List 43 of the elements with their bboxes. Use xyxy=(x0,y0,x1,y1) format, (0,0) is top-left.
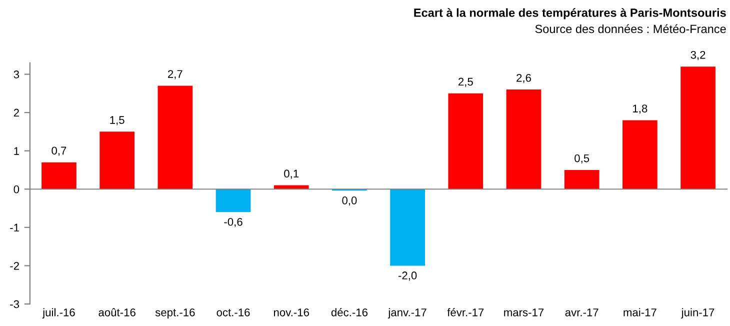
bar xyxy=(158,86,193,190)
data-label: 0,1 xyxy=(284,170,299,179)
chart-subtitle: Source des données : Météo-France xyxy=(535,24,726,34)
data-label: 2,6 xyxy=(516,74,531,84)
bar xyxy=(100,132,135,190)
x-tick-label: déc.-16 xyxy=(331,308,368,316)
bar xyxy=(390,189,425,266)
x-tick-label: juil.-16 xyxy=(42,308,75,319)
x-tick-label: août-16 xyxy=(98,308,136,316)
x-tick-label: sept.-16 xyxy=(155,308,195,319)
y-tick-label: 1 xyxy=(14,147,19,155)
bar xyxy=(448,93,484,190)
bar xyxy=(680,66,716,190)
data-label: 0,7 xyxy=(52,146,66,156)
x-tick-label: juin-17 xyxy=(681,308,714,319)
bar xyxy=(42,162,76,190)
x-tick-label: avr.-17 xyxy=(565,308,598,316)
y-tick-label: -2 xyxy=(10,262,19,270)
bar xyxy=(506,90,542,190)
y-tick-label: 0 xyxy=(14,185,20,194)
bar xyxy=(622,120,658,190)
x-tick-label: mai-17 xyxy=(624,308,656,316)
data-label: 0,5 xyxy=(574,154,590,164)
y-tick-label: 3 xyxy=(14,70,20,78)
x-tick-label: mars-17 xyxy=(504,308,544,316)
x-tick-label: oct.-16 xyxy=(216,308,250,316)
data-label: 2,5 xyxy=(458,78,473,87)
data-label: 2,7 xyxy=(168,70,182,80)
x-tick-label: janv.-17 xyxy=(388,308,426,319)
y-tick-label: -1 xyxy=(10,224,19,232)
y-tick-label: -3 xyxy=(10,300,20,308)
data-label: 1,8 xyxy=(633,104,648,114)
x-tick-label: févr.-17 xyxy=(447,308,484,316)
chart-title: Ecart à la normale des températures à Paris-Montsouris xyxy=(414,8,726,20)
bar xyxy=(216,189,251,212)
x-tick-label: nov.-16 xyxy=(274,308,309,316)
data-label: -2,0 xyxy=(398,272,417,281)
data-label: -0,6 xyxy=(224,218,242,228)
data-label: 1,5 xyxy=(110,116,124,126)
data-label: 3,2 xyxy=(690,50,706,60)
data-label: 0,0 xyxy=(342,196,357,206)
bar xyxy=(564,170,600,190)
y-tick-label: 2 xyxy=(14,108,19,117)
